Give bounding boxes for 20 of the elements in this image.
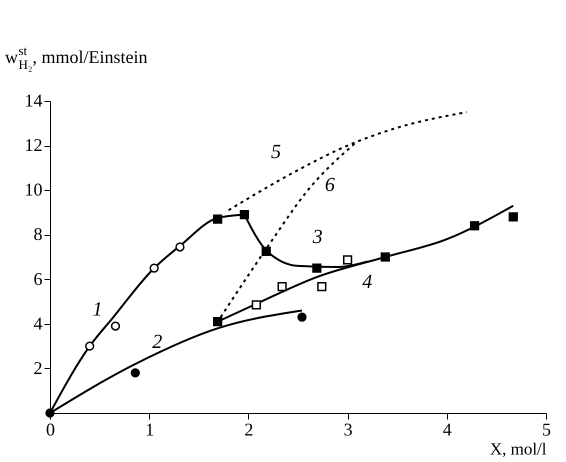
series-label: 1 bbox=[92, 298, 103, 320]
y-tick-label: 4 bbox=[34, 313, 42, 334]
x-axis-title: X, mol/l bbox=[490, 440, 547, 458]
series-label: 2 bbox=[152, 330, 162, 353]
x-tick-label: 2 bbox=[244, 420, 254, 440]
series-label: 3 bbox=[312, 226, 323, 248]
x-tick-label: 0 bbox=[46, 420, 55, 440]
x-tick-label: 3 bbox=[344, 420, 353, 440]
series-label: 4 bbox=[362, 271, 372, 293]
y-tick-label: 6 bbox=[34, 268, 42, 289]
y-tick-label: 8 bbox=[34, 224, 42, 244]
x-tick-label: 5 bbox=[542, 420, 551, 440]
y-tick-label: 12 bbox=[24, 135, 42, 156]
series-label: 6 bbox=[324, 174, 335, 196]
x-tick-label: 1 bbox=[145, 420, 154, 440]
y-tick-label: 2 bbox=[34, 358, 42, 378]
y-tick-label: 14 bbox=[24, 90, 42, 110]
series-label: 5 bbox=[271, 141, 281, 164]
x-tick-label: 4 bbox=[442, 420, 452, 440]
y-tick-label: 10 bbox=[24, 180, 42, 200]
